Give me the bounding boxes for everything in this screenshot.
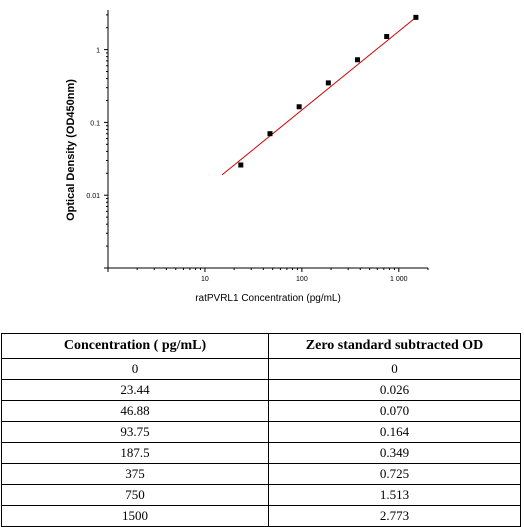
cell-concentration: 23.44 — [1, 379, 269, 401]
table-body: 0 0 23.44 0.026 46.88 0.070 93.75 0.164 187.5 0.3… — [1, 358, 521, 527]
data-point — [355, 57, 361, 63]
y-tick-label: 0.01 — [86, 193, 100, 200]
fit-line-group — [221, 16, 417, 176]
x-axis-label: ratPVRL1 Concentration (pg/mL) — [195, 293, 341, 304]
data-point — [384, 34, 390, 40]
cell-concentration: 0 — [1, 358, 269, 380]
cell-od: 0.164 — [268, 421, 521, 443]
cell-concentration: 1500 — [1, 505, 269, 527]
y-tick-label: 1 — [96, 48, 100, 55]
data-point — [296, 104, 302, 110]
table-row: 23.44 0.026 — [1, 379, 521, 401]
data-point — [413, 14, 419, 20]
y-tick-label: 0.1 — [90, 120, 100, 127]
points-group — [238, 14, 419, 168]
table-row: 187.5 0.349 — [1, 442, 521, 464]
data-table: Concentration ( pg/mL) Zero standard sub… — [1, 333, 521, 527]
cell-concentration: 93.75 — [1, 421, 269, 443]
cell-od: 0 — [268, 358, 521, 380]
y-axis-label: Optical Density (OD450nm) — [65, 79, 77, 221]
table-row: 46.88 0.070 — [1, 400, 521, 422]
table-row: 375 0.725 — [1, 463, 521, 485]
cell-concentration: 750 — [1, 484, 269, 506]
data-point — [325, 80, 331, 86]
chart: 10 100 1 000 0.01 0.1 1 Optical Density (OD45… — [65, 10, 429, 304]
data-point — [238, 162, 244, 168]
table-row: 750 1.513 — [1, 484, 521, 506]
cell-concentration: 187.5 — [1, 442, 269, 464]
cell-concentration: 375 — [1, 463, 269, 485]
cell-od: 2.773 — [268, 505, 521, 527]
cell-od: 0.026 — [268, 379, 521, 401]
cell-od: 0.349 — [268, 442, 521, 464]
column-header-od: Zero standard subtracted OD — [268, 333, 521, 359]
x-tick-label: 1 000 — [390, 276, 408, 283]
cell-concentration: 46.88 — [1, 400, 269, 422]
data-point — [267, 131, 273, 137]
cell-od: 1.513 — [268, 484, 521, 506]
column-header-concentration: Concentration ( pg/mL) — [1, 333, 269, 359]
cell-od: 0.070 — [268, 400, 521, 422]
cell-od: 0.725 — [268, 463, 521, 485]
table-row: 93.75 0.164 — [1, 421, 521, 443]
fit-line — [221, 16, 417, 176]
table-header-row: Concentration ( pg/mL) Zero standard sub… — [1, 333, 521, 359]
x-tick-label: 10 — [201, 276, 209, 283]
x-tick-label: 100 — [296, 276, 308, 283]
ticks: 10 100 1 000 0.01 0.1 1 — [86, 14, 429, 283]
table-row: 1500 2.773 — [1, 505, 521, 527]
axes — [107, 10, 428, 269]
